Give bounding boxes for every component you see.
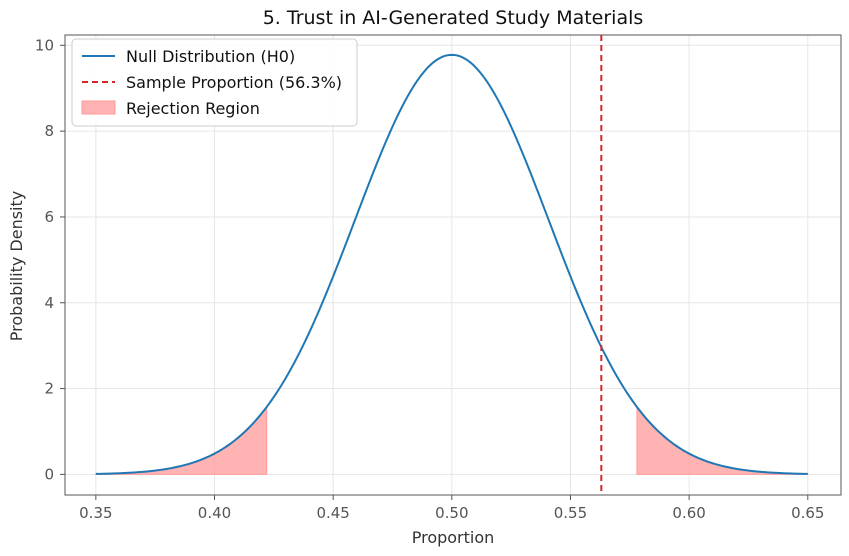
y-tick-label: 4 [44,294,54,312]
rejection-region-lower [95,405,268,475]
x-tick-label: 0.65 [791,504,824,522]
y-tick-label: 2 [44,380,54,398]
rejection-region-upper [636,405,809,475]
legend-box [71,38,358,127]
y-tick-label: 6 [44,208,54,226]
x-tick-label: 0.55 [554,504,587,522]
x-tick-label: 0.45 [316,504,349,522]
chart-title: 5. Trust in AI-Generated Study Materials [263,7,644,29]
series-layer [95,35,808,495]
legend-rejection-label: Rejection Region [126,99,260,118]
x-tick-label: 0.50 [435,504,468,522]
x-tick-label: 0.60 [672,504,705,522]
null-distribution-line [95,53,808,475]
plot-frame [64,34,842,496]
axis-ticks: 0.35 0.40 0.45 0.50 0.55 0.60 0.65 0 2 4 6 8 10 [35,36,825,522]
y-tick-label: 10 [35,36,54,54]
legend-sample-label: Sample Proportion (56.3%) [126,73,342,92]
x-tick-label: 0.35 [79,504,112,522]
y-axis-label: Probability Density [7,191,26,342]
y-tick-label: 8 [44,122,54,140]
legend-null-label: Null Distribution (H0) [126,47,295,66]
legend-rejection-swatch [81,100,116,115]
legend: Null Distribution (H0) Sample Proportion… [71,38,358,127]
grid [65,35,841,495]
x-axis-label: Proportion [412,528,495,547]
y-tick-label: 0 [44,465,54,483]
x-tick-label: 0.40 [198,504,231,522]
